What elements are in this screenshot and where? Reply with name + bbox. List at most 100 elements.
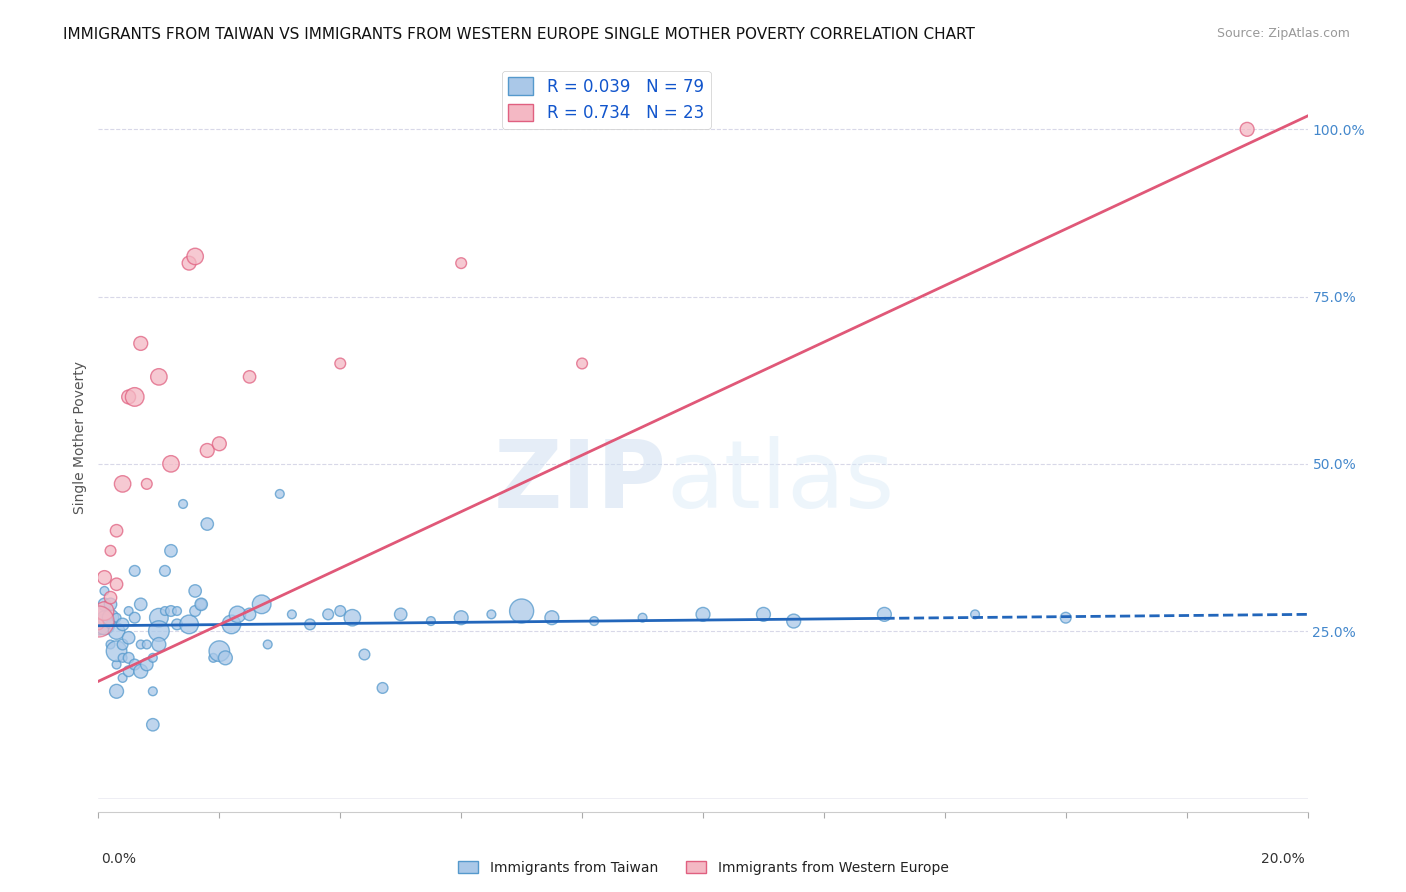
Point: [129, 664, 152, 679]
Point: [148, 369, 170, 384]
Point: [179, 256, 201, 270]
Point: [111, 617, 134, 632]
Point: [124, 390, 146, 404]
Point: [190, 598, 212, 612]
Point: [93, 604, 115, 618]
Text: Source: ZipAtlas.com: Source: ZipAtlas.com: [1216, 27, 1350, 40]
Point: [250, 598, 273, 612]
Point: [184, 250, 207, 264]
Point: [281, 607, 304, 622]
Point: [420, 614, 443, 628]
Point: [100, 591, 122, 605]
Point: [100, 637, 122, 651]
Point: [299, 617, 322, 632]
Point: [873, 607, 896, 622]
Point: [450, 256, 472, 270]
Point: [239, 607, 262, 622]
Legend: R = 0.039   N = 79, R = 0.734   N = 23: R = 0.039 N = 79, R = 0.734 N = 23: [502, 70, 710, 128]
Point: [316, 607, 339, 622]
Point: [226, 607, 249, 622]
Point: [269, 487, 291, 501]
Point: [135, 657, 157, 672]
Point: [481, 607, 503, 622]
Point: [166, 604, 188, 618]
Point: [124, 611, 146, 625]
Text: atlas: atlas: [666, 436, 896, 528]
Text: ZIP: ZIP: [494, 436, 666, 528]
Point: [105, 524, 128, 538]
Point: [87, 614, 110, 628]
Point: [118, 651, 141, 665]
Point: [353, 648, 375, 662]
Point: [93, 571, 115, 585]
Point: [148, 624, 170, 639]
Point: [111, 637, 134, 651]
Point: [105, 577, 128, 591]
Point: [111, 651, 134, 665]
Point: [184, 604, 207, 618]
Point: [129, 336, 152, 351]
Y-axis label: Single Mother Poverty: Single Mother Poverty: [73, 360, 87, 514]
Point: [160, 544, 183, 558]
Point: [510, 604, 533, 618]
Point: [87, 617, 110, 632]
Point: [184, 584, 207, 599]
Point: [190, 598, 212, 612]
Point: [100, 611, 122, 625]
Point: [93, 598, 115, 612]
Point: [135, 476, 157, 491]
Point: [160, 604, 183, 618]
Point: [118, 604, 141, 618]
Point: [135, 637, 157, 651]
Point: [450, 611, 472, 625]
Point: [87, 614, 110, 628]
Legend: Immigrants from Taiwan, Immigrants from Western Europe: Immigrants from Taiwan, Immigrants from …: [453, 855, 953, 880]
Point: [105, 644, 128, 658]
Point: [142, 684, 165, 698]
Point: [93, 584, 115, 599]
Point: [153, 604, 176, 618]
Point: [105, 624, 128, 639]
Point: [166, 617, 188, 632]
Point: [142, 651, 165, 665]
Point: [752, 607, 775, 622]
Point: [329, 604, 352, 618]
Point: [100, 617, 122, 632]
Point: [221, 617, 243, 632]
Point: [1054, 611, 1077, 625]
Point: [118, 631, 141, 645]
Point: [965, 607, 987, 622]
Point: [142, 717, 165, 731]
Point: [208, 644, 231, 658]
Point: [208, 437, 231, 451]
Point: [172, 497, 194, 511]
Point: [571, 356, 593, 371]
Point: [256, 637, 278, 651]
Point: [540, 611, 562, 625]
Point: [783, 614, 806, 628]
Point: [160, 457, 183, 471]
Point: [583, 614, 606, 628]
Point: [105, 684, 128, 698]
Point: [329, 356, 352, 371]
Point: [239, 369, 262, 384]
Point: [111, 476, 134, 491]
Point: [129, 637, 152, 651]
Point: [124, 657, 146, 672]
Point: [100, 598, 122, 612]
Point: [93, 617, 115, 632]
Point: [124, 564, 146, 578]
Point: [202, 651, 225, 665]
Point: [105, 611, 128, 625]
Point: [111, 671, 134, 685]
Point: [389, 607, 412, 622]
Point: [148, 637, 170, 651]
Point: [148, 611, 170, 625]
Point: [153, 564, 176, 578]
Point: [214, 651, 236, 665]
Text: 0.0%: 0.0%: [101, 852, 136, 866]
Text: IMMIGRANTS FROM TAIWAN VS IMMIGRANTS FROM WESTERN EUROPE SINGLE MOTHER POVERTY C: IMMIGRANTS FROM TAIWAN VS IMMIGRANTS FRO…: [63, 27, 976, 42]
Point: [105, 657, 128, 672]
Point: [195, 517, 218, 532]
Text: 20.0%: 20.0%: [1261, 852, 1305, 866]
